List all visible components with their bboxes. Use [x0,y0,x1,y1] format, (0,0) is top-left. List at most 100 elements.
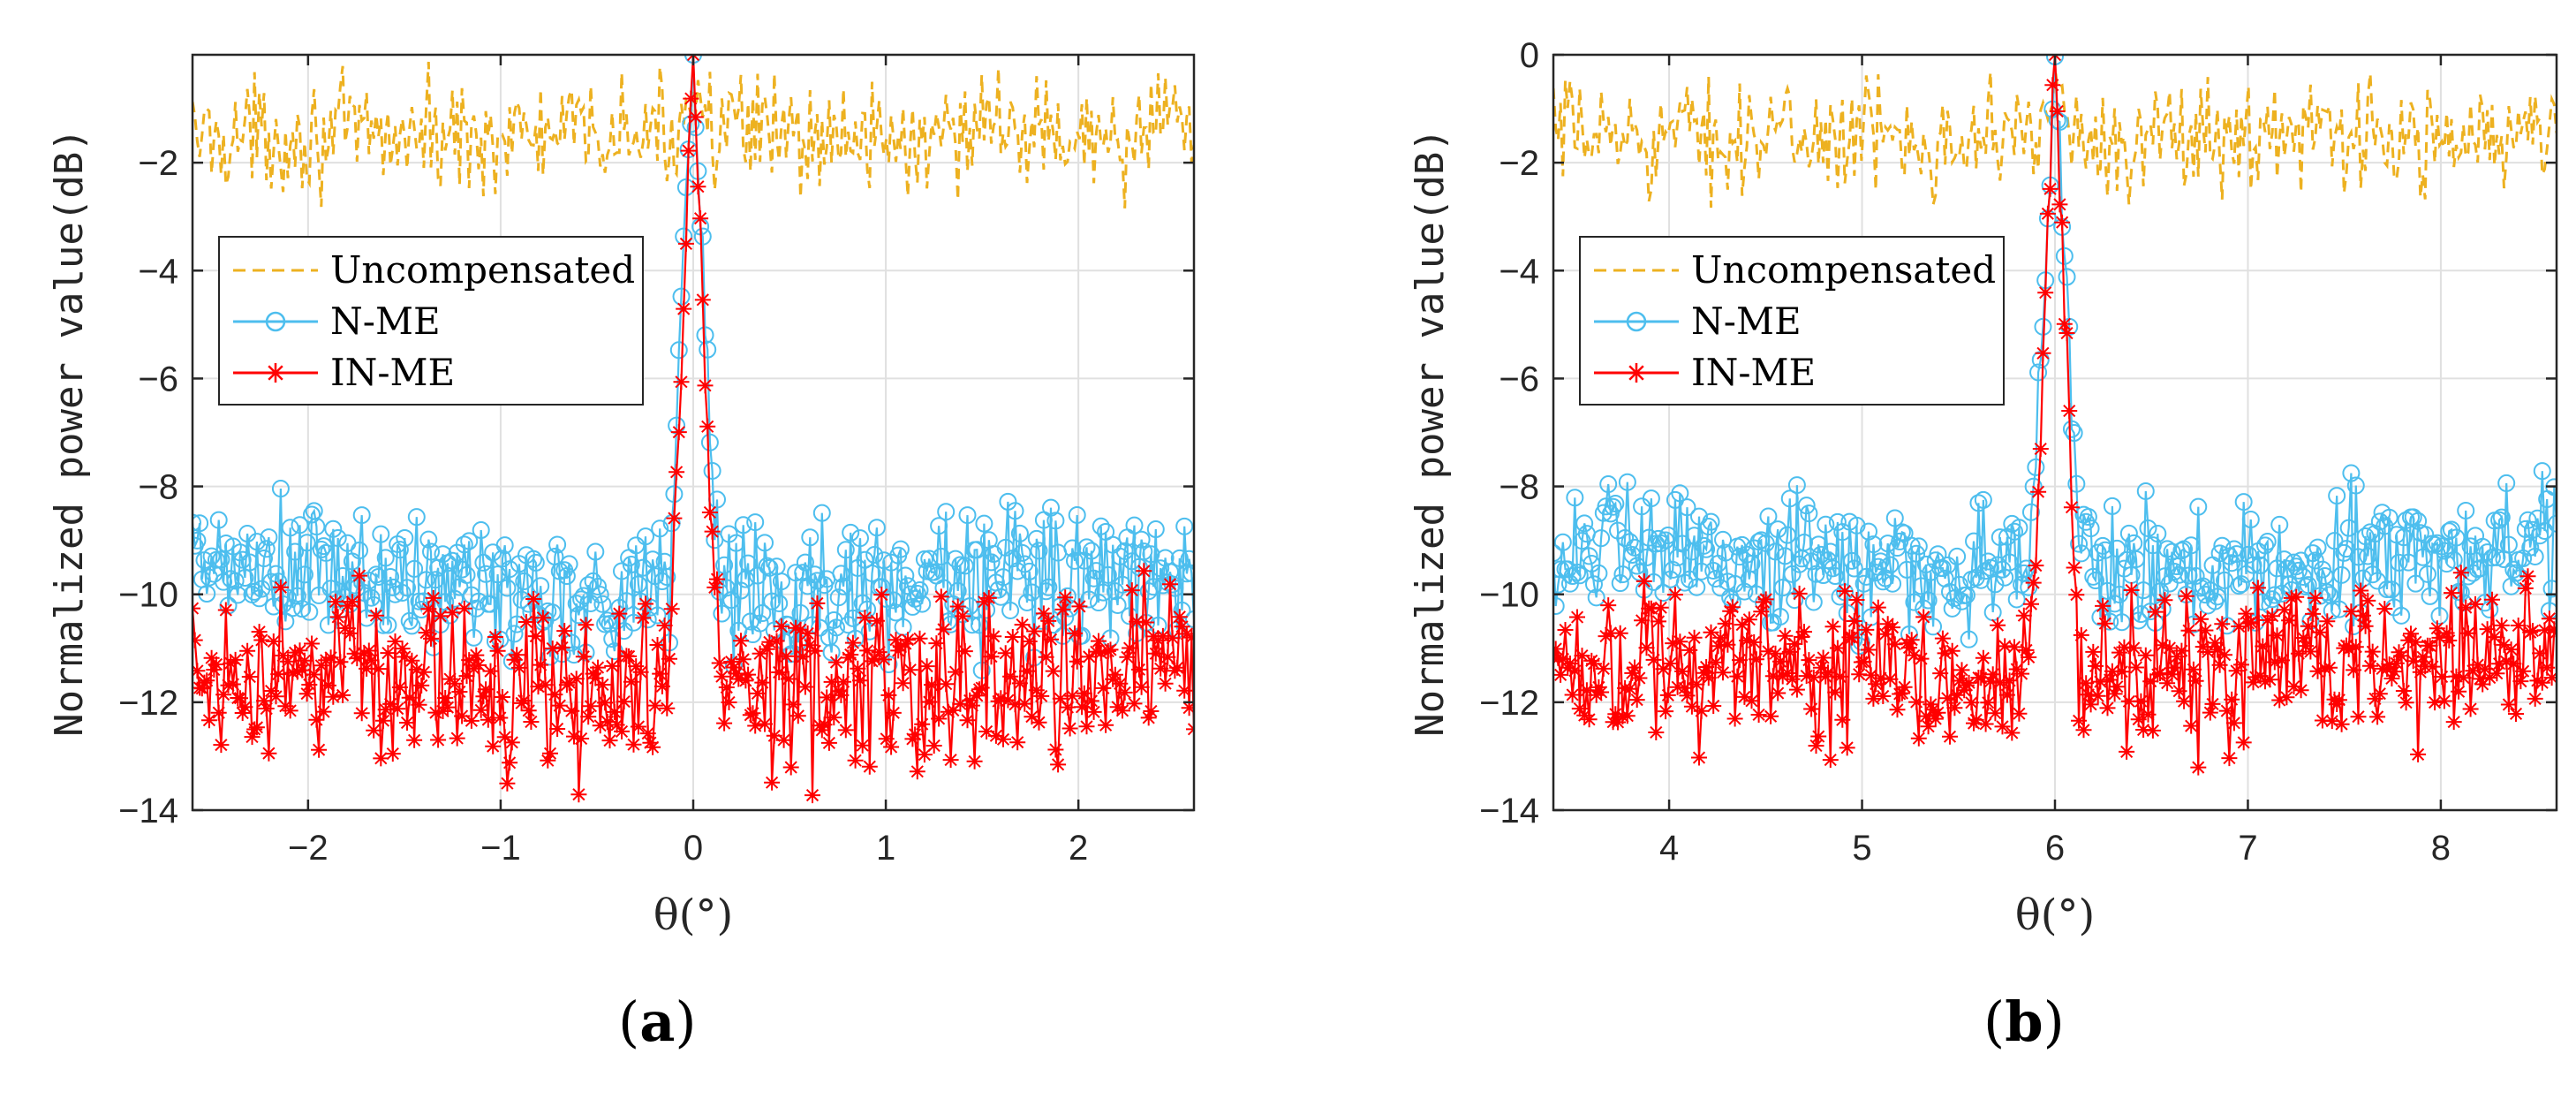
point-a-2-87 [391,679,408,695]
point-a-1-355 [1030,542,1048,560]
point-a-1-350 [1018,593,1036,611]
point-a-2-322 [952,695,969,712]
point-a-1-125 [481,595,500,613]
point-b-2-346 [2371,686,2388,702]
point-b-1-32 [1620,533,1639,551]
point-a-1-22 [236,569,254,588]
point-b-2-96 [1774,668,1791,685]
point-a-2-213 [692,210,709,227]
chart-a: −2 −1 0 1 2−14−12−10−8−6−4−2θ(°)Normalized p… [47,53,1196,940]
point-b-2-114 [1817,668,1834,685]
point-a-1-311 [925,563,943,581]
point-b-2-70 [1712,629,1729,646]
point-a-2-183 [621,648,638,664]
point-b-2-287 [2231,618,2247,634]
point-b-2-118 [1827,684,1844,701]
point-b-2-213 [2054,214,2071,231]
point-a-2-355 [1031,714,1047,731]
point-a-2-36 [270,666,287,683]
point-b-2-116 [1822,752,1839,769]
point-b-1-388 [2471,559,2489,578]
point-b-2-186 [1990,617,2006,633]
point-a-1-246 [770,594,789,612]
point-b-1-230 [2094,536,2112,555]
point-b-2-267 [2183,717,2200,734]
point-b-2-411 [2527,690,2543,707]
point-a-1-50 [303,505,321,524]
point-a-2-195 [649,637,666,653]
point-b-2-11 [1571,701,1588,717]
point-a-1-304 [908,584,926,603]
caption-a: (a) [618,989,697,1054]
point-b-2-307 [2278,689,2295,706]
point-a-1-255 [791,603,810,622]
chart-panel-b: 4 5 6 7 8 −14 −12 −10 −8 −6 −4 −2 0 θ(°) Normalized po… [1288,0,2576,1107]
point-a-2-291 [878,731,895,747]
point-b-2-122 [1837,583,1853,600]
point-a-1-11 [209,511,228,529]
point-a-2-301 [902,662,918,679]
point-b-2-398 [2496,636,2512,653]
point-b-1-227 [2086,572,2104,590]
point-a-2-307 [916,747,933,763]
point-b-1-367 [2421,587,2439,605]
point-a-2-271 [830,683,847,700]
point-b-2-43 [1648,724,1665,740]
point-b-1-60 [1688,578,1706,596]
point-b-1-61 [1689,507,1708,526]
point-b-1-353 [2387,526,2406,544]
point-a-1-370 [1066,551,1084,570]
y-tick-label-5: −4 [138,252,178,291]
point-a-1-418 [1180,550,1194,568]
point-b-2-57 [1681,641,1698,658]
point-a-1-343 [1001,601,1020,619]
point-b-1-408 [2519,511,2537,529]
point-a-1-384 [1099,565,1117,584]
point-a-2-391 [1116,684,1133,701]
legend-marker-a-1 [265,311,286,332]
point-a-2-252 [785,696,802,713]
point-b-1-340 [2356,527,2375,546]
point-b-2-60 [1688,676,1705,693]
point-b-1-0 [1553,544,1562,563]
point-b-2-191 [2001,672,2018,689]
point-b-2-147 [1896,679,1913,695]
point-b-1-15 [1580,547,1598,565]
point-a-1-359 [1039,578,1058,596]
point-b-2-374 [2438,625,2455,641]
point-a-1-32 [260,528,278,547]
point-b-1-336 [2346,476,2365,495]
point-a-1-84 [383,578,402,596]
point-a-1-132 [498,579,517,597]
point-a-1-102 [427,571,445,589]
point-a-2-43 [287,644,304,661]
point-b-1-169 [1948,547,1967,565]
point-a-2-15 [220,677,237,694]
point-a-2-73 [359,660,375,677]
point-b-2-340 [2357,618,2374,634]
point-a-2-324 [956,643,973,660]
point-b-2-377 [2445,714,2462,731]
point-b-1-191 [2000,553,2019,572]
y-tick-label-1: −12 [1479,684,1539,723]
point-a-2-169 [587,670,604,686]
point-b-2-361 [2407,633,2424,650]
point-a-2-398 [1133,679,1150,695]
point-a-2-74 [360,642,377,659]
point-a-1-79 [372,525,390,543]
point-b-2-391 [2479,621,2496,638]
point-b-1-165 [1938,556,1957,574]
point-a-1-389 [1111,547,1129,565]
point-a-1-376 [1080,590,1099,609]
point-b-2-271 [2193,610,2209,627]
point-b-2-319 [2307,589,2323,606]
point-a-1-218 [703,461,721,480]
point-b-2-306 [2276,602,2293,618]
point-b-1-400 [2499,535,2518,554]
point-b-2-314 [2295,630,2312,646]
point-b-2-289 [2235,734,2252,751]
point-b-2-225 [2082,696,2099,713]
point-b-2-234 [2104,663,2120,679]
point-a-1-158 [560,555,578,573]
point-b-1-409 [2521,538,2540,557]
